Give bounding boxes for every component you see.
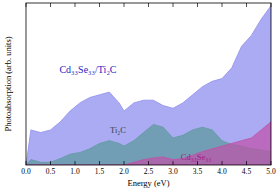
chart: 0.0 0.5 1.0 1.5 2.0 2.5 3.0 3.5 4.0 4.5 5.0 Energy …	[0, 0, 277, 189]
x-tick	[75, 161, 76, 165]
x-tick	[173, 3, 174, 7]
x-tick-label: 4.0	[217, 167, 227, 176]
x-tick-label: 2.5	[144, 167, 154, 176]
x-axis-label: Energy (eV)	[127, 178, 169, 188]
x-tick	[148, 3, 149, 7]
x-tick	[246, 161, 247, 165]
series-area	[26, 6, 271, 165]
frame	[26, 3, 271, 165]
plot-area	[26, 6, 271, 165]
x-tick-label: 2.0	[119, 167, 129, 176]
series-label: Cd₃₃Se₃₃/Ti₂C	[59, 64, 116, 75]
x-tick-label: 3.0	[168, 167, 178, 176]
x-tick	[148, 161, 149, 165]
x-tick	[246, 3, 247, 7]
x-tick	[197, 3, 198, 7]
y-axis-label: Photoabsorption (arb. units)	[3, 36, 13, 131]
x-tick-label: 4.5	[242, 167, 252, 176]
x-tick	[222, 161, 223, 165]
x-tick	[99, 3, 100, 7]
series-label: Cd₃₃Se₃₃	[181, 152, 211, 162]
x-tick-label: 1.5	[95, 167, 105, 176]
x-tick-label: 0.0	[21, 167, 31, 176]
x-tick-label: 1.0	[70, 167, 80, 176]
series-area	[26, 122, 271, 165]
x-tick	[50, 161, 51, 165]
series-label: Ti₂C	[110, 125, 126, 135]
x-tick	[124, 161, 125, 165]
x-tick	[271, 3, 272, 7]
x-tick	[173, 161, 174, 165]
x-tick	[50, 3, 51, 7]
x-tick-label: 0.5	[46, 167, 56, 176]
x-tick	[75, 3, 76, 7]
x-tick	[99, 161, 100, 165]
x-tick	[124, 3, 125, 7]
x-tick	[26, 3, 27, 7]
x-tick	[222, 3, 223, 7]
x-tick	[271, 161, 272, 165]
x-tick-label: 5.0	[266, 167, 276, 176]
x-tick	[26, 161, 27, 165]
x-tick-label: 3.5	[193, 167, 203, 176]
